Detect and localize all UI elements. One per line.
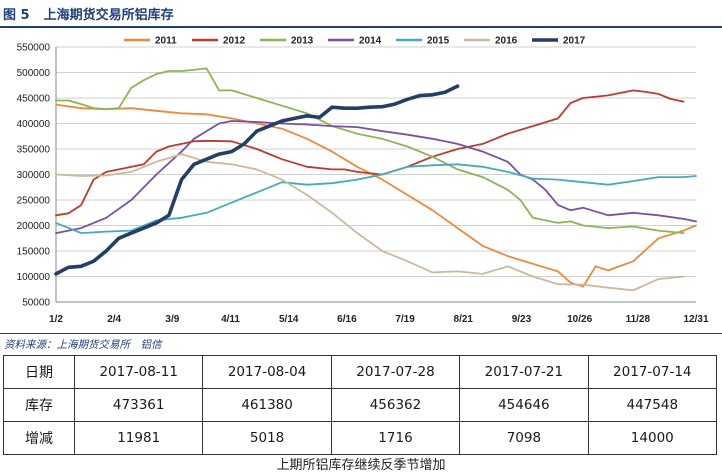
table-cell: 14000 [587,421,718,455]
table-cell: 2017-07-14 [587,355,718,389]
legend-label: 2016 [495,36,518,47]
y-tick-label: 300000 [17,170,51,181]
figure-title: 图 5 上海期货交易所铝库存 [3,4,174,23]
table-cell: 2017-07-28 [330,355,461,389]
table-row: 日期 2017-08-11 2017-08-04 2017-07-28 2017-07-… [3,355,718,389]
inventory-line-chart: 50000 100000 150000 200000 250000 300000 35000… [17,36,709,326]
source-divider [0,333,722,334]
legend-label: 2015 [427,36,450,47]
title-divider [0,26,722,28]
table-row-label: 库存 [3,388,75,422]
x-tick-label: 2/4 [107,314,121,325]
legend-label: 2012 [223,36,246,47]
figure-number: 图 5 [3,8,30,23]
table-cell: 456362 [330,388,461,422]
x-tick-label: 8/21 [454,314,474,325]
series-line-2014 [55,120,697,235]
x-tick-label: 3/9 [165,314,179,325]
table-cell: 2017-07-21 [459,355,589,389]
table-cell: 447548 [587,388,718,422]
legend-label: 2014 [359,36,382,47]
y-tick-label: 100000 [17,272,51,283]
x-tick-label: 11/28 [626,314,651,325]
y-tick-label: 550000 [17,43,51,54]
table-cell: 2017-08-04 [202,355,332,389]
figure-title-text: 上海期货交易所铝库存 [43,8,174,23]
table-row: 增减 11981 5018 1716 7098 14000 [3,421,718,455]
table-cell: 5018 [202,421,332,455]
y-tick-label: 400000 [17,119,51,130]
y-tick-label: 50000 [22,298,50,309]
figure-caption: 上期所铝库存继续反季节增加 [276,458,446,473]
series-line-2013 [55,67,685,235]
y-tick-label: 200000 [17,221,51,232]
y-tick-label: 450000 [17,94,51,105]
y-tick-label: 150000 [17,247,51,258]
inventory-table: 日期 2017-08-11 2017-08-04 2017-07-28 2017-07-… [3,355,718,455]
table-row: 库存 473361 461380 456362 454646 447548 [3,388,718,422]
table-row-label: 日期 [3,355,75,389]
x-tick-label: 4/11 [221,314,240,325]
y-tick-label: 250000 [17,196,51,207]
table-row-label: 增减 [3,421,75,455]
x-tick-label: 10/26 [567,314,592,325]
table-cell: 461380 [202,388,332,422]
table-cell: 2017-08-11 [73,355,204,389]
table-cell: 454646 [459,388,589,422]
table-cell: 473361 [73,388,204,422]
series-line-2017 [54,84,460,276]
legend-label: 2017 [563,36,586,47]
series-line-2012 [55,89,685,217]
series-line-2016 [55,153,685,292]
x-tick-label: 1/2 [49,314,63,325]
legend-label: 2013 [291,36,314,47]
table-cell: 1716 [330,421,461,455]
x-tick-label: 5/14 [279,314,299,325]
series-line-2011 [55,103,697,288]
x-tick-label: 6/16 [337,314,357,325]
source-note: 资料来源：上海期货交易所 铝信 [4,339,162,351]
x-tick-label: 12/31 [683,314,708,325]
legend-label: 2011 [155,36,177,47]
y-tick-label: 350000 [17,145,51,156]
x-tick-label: 7/19 [395,314,415,325]
x-tick-label: 9/23 [512,314,532,325]
table-cell: 7098 [459,421,589,455]
table-cell: 11981 [73,421,204,455]
y-tick-label: 500000 [17,68,51,79]
